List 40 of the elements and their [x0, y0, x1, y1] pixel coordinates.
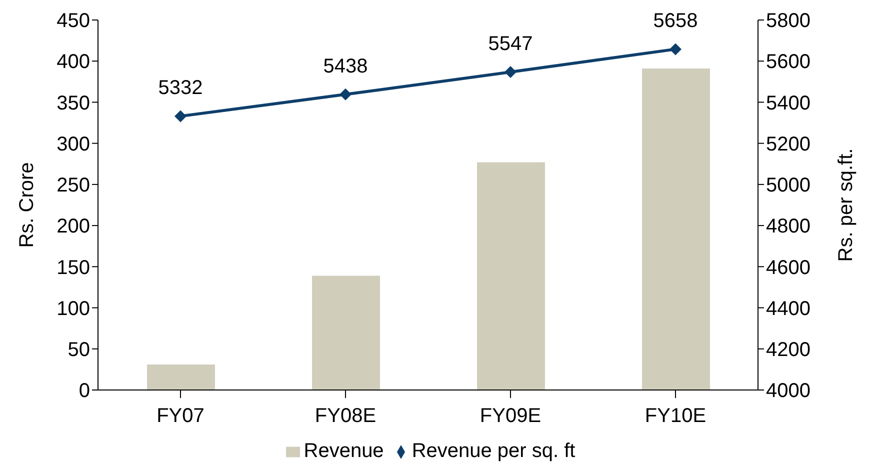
y-tick-label: 350	[56, 92, 90, 114]
data-label: 5547	[488, 33, 533, 56]
y-tick-label: 250	[56, 174, 90, 197]
y2-tick-label: 4000	[766, 380, 810, 402]
y-axis-title: Rs. Crore	[16, 162, 38, 248]
bar	[477, 162, 545, 390]
y-tick-label: 300	[56, 133, 90, 156]
data-label: 5332	[158, 77, 203, 100]
point	[340, 88, 352, 100]
y2-tick-label: 4800	[766, 216, 810, 238]
y2-tick-label: 4200	[766, 338, 810, 361]
x-tick-label: FY09E	[480, 405, 542, 428]
y2-tick-label: 5600	[766, 51, 810, 74]
y-tick-label: 100	[56, 298, 90, 320]
point	[174, 110, 186, 122]
y2-axis-title: Rs. per sq.ft.	[835, 148, 858, 262]
y-tick-label: 50	[68, 338, 90, 361]
y-tick-label: 400	[56, 51, 90, 74]
y2-tick-label: 4600	[766, 256, 810, 279]
y-tick-label: 200	[56, 216, 90, 238]
bar	[312, 276, 380, 390]
y-tick-label: 450	[56, 10, 90, 32]
data-label: 5438	[323, 55, 368, 78]
y-tick-label: 150	[56, 256, 90, 279]
legend-label: Revenue per sq. ft	[412, 440, 576, 462]
y-tick-label: 0	[78, 380, 90, 402]
y2-tick-label: 4400	[766, 298, 810, 320]
bar	[642, 68, 710, 390]
y2-tick-label: 5000	[766, 174, 810, 197]
x-tick-label: FY07	[156, 405, 204, 428]
y2-tick-label: 5400	[766, 92, 810, 114]
x-tick-label: FY10E	[644, 405, 706, 428]
data-label: 5658	[653, 10, 698, 32]
point	[670, 43, 682, 56]
x-tick-label: FY08E	[314, 405, 376, 428]
y2-tick-label: 5200	[766, 133, 810, 156]
bar	[147, 364, 215, 390]
point	[504, 66, 516, 78]
legend-label: Revenue	[304, 440, 384, 462]
y2-tick-label: 5800	[766, 10, 810, 32]
